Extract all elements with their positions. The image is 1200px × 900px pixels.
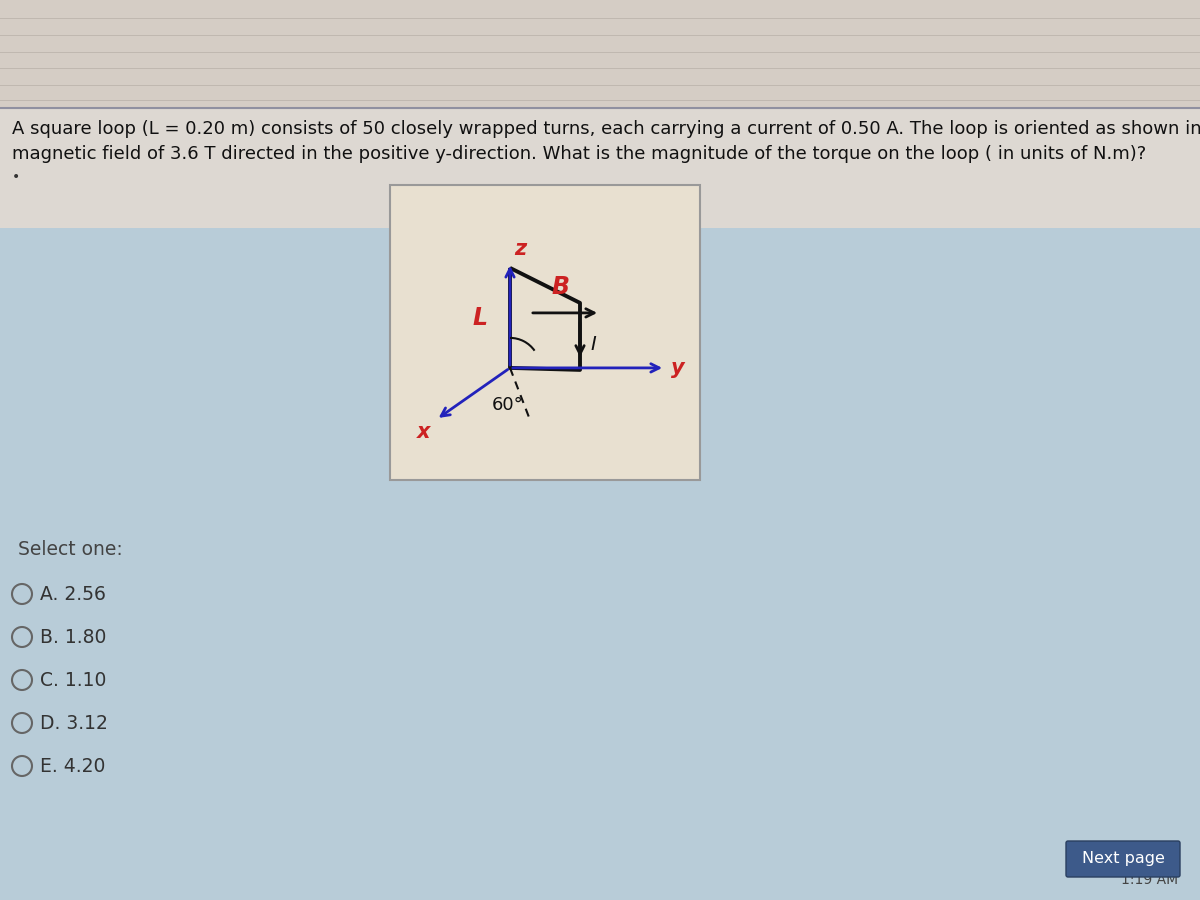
Text: D. 3.12: D. 3.12	[40, 714, 108, 733]
Text: •: •	[12, 170, 20, 184]
Text: Select one:: Select one:	[18, 540, 122, 559]
Bar	[390, 185, 700, 480]
Text: A square loop (L = 0.20 m) consists of 50 closely wrapped turns, each carrying a: A square loop (L = 0.20 m) consists of 5…	[12, 120, 1200, 138]
Text: z: z	[514, 238, 526, 259]
Bar	[0, 0, 1200, 110]
Text: B. 1.80: B. 1.80	[40, 628, 107, 647]
Text: Next page: Next page	[1081, 851, 1164, 867]
Text: y: y	[671, 358, 685, 378]
Text: I: I	[590, 336, 595, 355]
Text: A. 2.56: A. 2.56	[40, 585, 106, 604]
Text: 60°: 60°	[492, 396, 524, 414]
Text: x: x	[416, 421, 431, 442]
Text: C. 1.10: C. 1.10	[40, 671, 107, 690]
Text: B: B	[551, 274, 569, 299]
FancyBboxPatch shape	[1066, 841, 1180, 877]
Text: magnetic field of 3.6 T directed in the positive y-direction. What is the magnit: magnetic field of 3.6 T directed in the …	[12, 145, 1146, 163]
Text: L: L	[473, 306, 487, 330]
Text: 1:19 AM: 1:19 AM	[1122, 873, 1178, 887]
Bar	[0, 108, 1200, 900]
Bar	[0, 108, 1200, 228]
Text: E. 4.20: E. 4.20	[40, 757, 106, 776]
